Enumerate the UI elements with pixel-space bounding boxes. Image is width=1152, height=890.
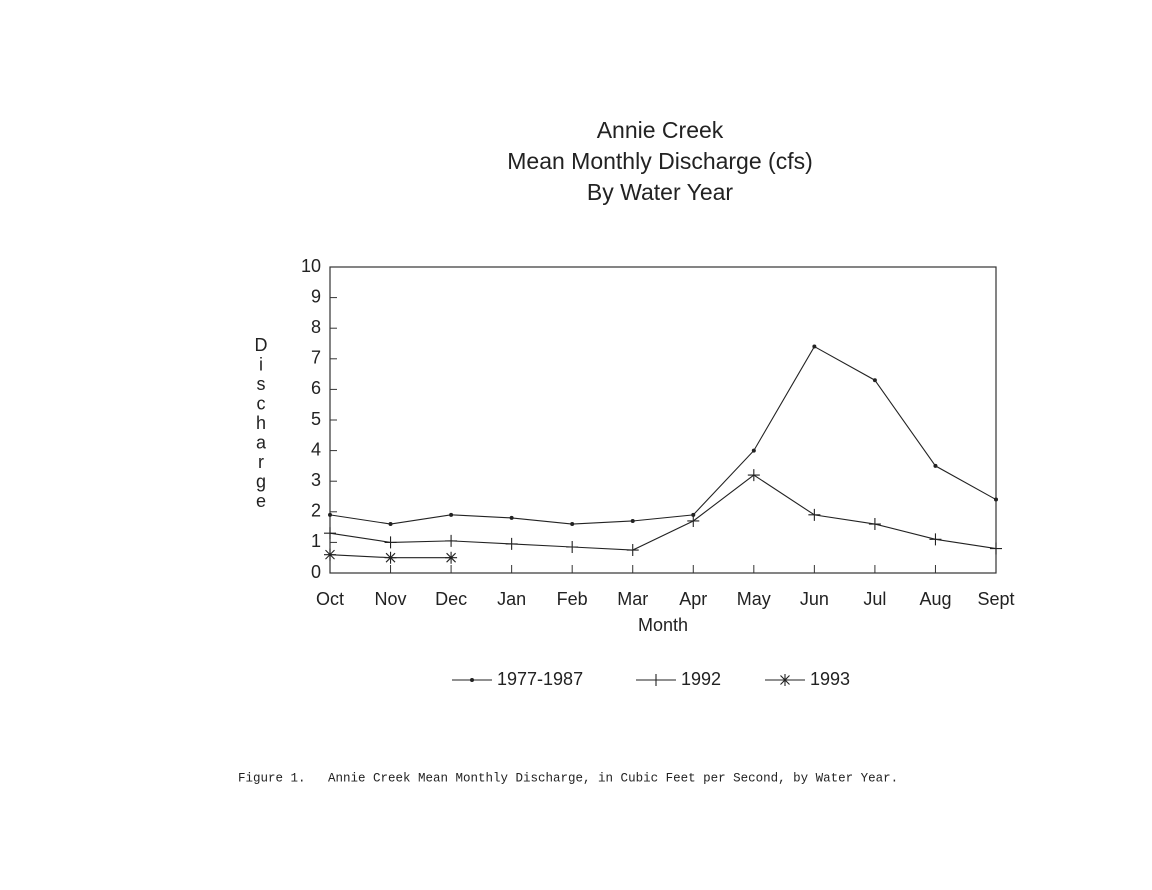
x-tick-label: Jul [863, 589, 886, 609]
marker [388, 522, 393, 527]
marker [626, 544, 639, 557]
y-tick-label: 0 [311, 562, 321, 582]
x-tick-label: Mar [617, 589, 648, 609]
marker [929, 533, 942, 546]
marker-shape [990, 542, 1002, 555]
marker-shape [747, 469, 760, 482]
x-tick-label: May [737, 589, 771, 609]
y-tick-label: 4 [311, 439, 321, 459]
x-tick-label: Sept [977, 589, 1014, 609]
marker-shape [384, 536, 397, 549]
y-tick-label: 9 [311, 286, 321, 306]
marker-shape [687, 514, 700, 527]
series-line [329, 345, 997, 525]
dot [751, 448, 756, 453]
dot [812, 344, 817, 349]
marker [570, 522, 575, 527]
marker [812, 344, 817, 349]
marker-shape [324, 527, 336, 540]
x-tick-label: Nov [375, 589, 407, 609]
marker [687, 514, 700, 527]
dot [470, 678, 474, 682]
x-tick-label: Oct [316, 589, 344, 609]
dot [509, 515, 514, 520]
marker [505, 537, 518, 550]
marker-shape [445, 551, 458, 564]
dot [933, 463, 938, 468]
chart-title: Mean Monthly Discharge (cfs) [507, 148, 813, 174]
dot [388, 522, 393, 527]
marker [933, 463, 938, 468]
marker-shape [384, 551, 397, 564]
marker [324, 548, 336, 561]
marker [324, 527, 336, 540]
marker [808, 508, 821, 521]
legend-label: 1993 [810, 669, 850, 689]
marker [384, 551, 397, 564]
marker-shape [445, 534, 458, 547]
dot [691, 512, 696, 517]
y-tick-label: 10 [301, 256, 321, 276]
x-tick-label: Jan [497, 589, 526, 609]
marker [650, 674, 662, 686]
dot [630, 518, 635, 523]
marker-shape [929, 533, 942, 546]
dot [570, 522, 575, 527]
dot [994, 497, 998, 502]
x-tick-label: Apr [679, 589, 707, 609]
y-tick-label: 7 [311, 348, 321, 368]
marker-shape [650, 674, 662, 686]
marker-shape [505, 537, 518, 550]
marker [990, 542, 1002, 555]
x-tick-label: Feb [557, 589, 588, 609]
marker [328, 512, 332, 517]
marker [449, 512, 454, 517]
marker-shape [626, 544, 639, 557]
marker [509, 515, 514, 520]
marker-shape [324, 548, 336, 561]
marker [566, 540, 579, 553]
y-tick-label: 6 [311, 378, 321, 398]
chart-title: Annie Creek [597, 117, 724, 143]
marker [868, 518, 881, 531]
marker [872, 378, 877, 383]
legend-label: 1977-1987 [497, 669, 583, 689]
marker-shape [868, 518, 881, 531]
dot [328, 512, 332, 517]
y-tick-label: 3 [311, 470, 321, 490]
y-tick-label: 8 [311, 317, 321, 337]
marker-shape [808, 508, 821, 521]
legend-label: 1992 [681, 669, 721, 689]
marker [470, 678, 474, 682]
marker-shape [566, 540, 579, 553]
x-tick-label: Jun [800, 589, 829, 609]
dot [872, 378, 877, 383]
marker [994, 497, 998, 502]
x-tick-label: Aug [919, 589, 951, 609]
x-axis-label: Month [638, 615, 688, 635]
marker [630, 518, 635, 523]
x-tick-label: Dec [435, 589, 467, 609]
marker-shape [779, 674, 791, 686]
marker [751, 448, 756, 453]
marker [691, 512, 696, 517]
y-tick-label: 1 [311, 531, 321, 551]
marker [779, 674, 791, 686]
plot-frame [329, 266, 997, 574]
marker [747, 469, 760, 482]
caption: Figure 1. Annie Creek Mean Monthly Disch… [238, 771, 898, 785]
marker [445, 551, 458, 564]
marker [384, 536, 397, 549]
y-tick-label: 5 [311, 409, 321, 429]
marker [445, 534, 458, 547]
chart-title: By Water Year [587, 179, 734, 205]
y-tick-label: 2 [311, 501, 321, 521]
dot [449, 512, 454, 517]
series-line [329, 474, 997, 551]
